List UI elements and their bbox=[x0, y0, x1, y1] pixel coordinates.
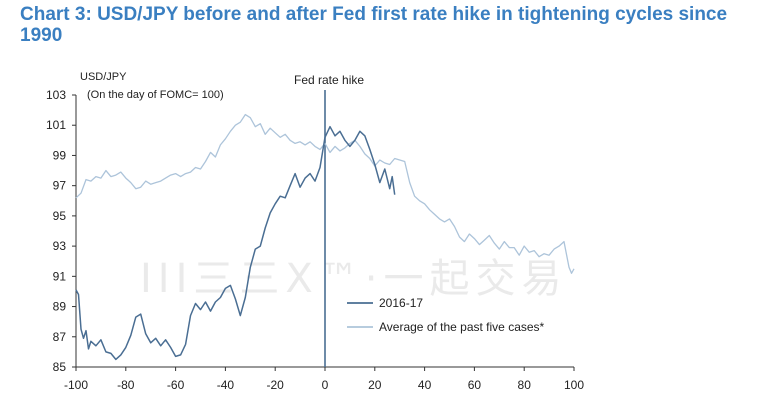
x-tick-label: -60 bbox=[167, 378, 185, 392]
y-tick-label: 101 bbox=[46, 118, 66, 132]
chart-title: Chart 3: USD/JPY before and after Fed fi… bbox=[20, 4, 728, 46]
x-tick-label: 60 bbox=[468, 378, 482, 392]
series-line-2016-17 bbox=[75, 125, 396, 361]
y-tick-label: 97 bbox=[53, 179, 67, 193]
x-tick-label: -80 bbox=[117, 378, 135, 392]
fed-rate-hike-annotation: Fed rate hike bbox=[294, 73, 364, 87]
series-group bbox=[75, 113, 575, 361]
legend: 2016-17 Average of the past five cases* bbox=[347, 296, 545, 334]
x-tick-label: 40 bbox=[418, 378, 432, 392]
y-tick-label: 85 bbox=[53, 360, 67, 374]
x-tick-label: -40 bbox=[217, 378, 235, 392]
legend-label: Average of the past five cases* bbox=[379, 320, 545, 334]
y-tick-label: 93 bbox=[53, 239, 67, 253]
y-axis-label: USD/JPY bbox=[80, 71, 127, 83]
series-line-past-five-average bbox=[75, 113, 575, 274]
legend-label: 2016-17 bbox=[379, 296, 423, 310]
x-tick-label: 0 bbox=[322, 378, 329, 392]
x-tick-label: 80 bbox=[518, 378, 532, 392]
watermark: III三三X™·一起交易 bbox=[140, 256, 568, 302]
x-tick-label: 20 bbox=[368, 378, 382, 392]
y-axis-sublabel: (On the day of FOMC= 100) bbox=[87, 89, 224, 101]
watermark-text: III三三X™·一起交易 bbox=[140, 256, 568, 302]
y-tick-label: 91 bbox=[53, 269, 67, 283]
x-tick-label: -100 bbox=[64, 378, 88, 392]
y-tick-label: 103 bbox=[46, 88, 66, 102]
y-tick-label: 95 bbox=[53, 209, 67, 223]
y-tick-label: 89 bbox=[53, 300, 67, 314]
y-tick-label: 99 bbox=[53, 148, 67, 162]
x-tick-label: -20 bbox=[267, 378, 285, 392]
x-tick-label: 100 bbox=[564, 378, 584, 392]
y-tick-label: 87 bbox=[53, 330, 67, 344]
